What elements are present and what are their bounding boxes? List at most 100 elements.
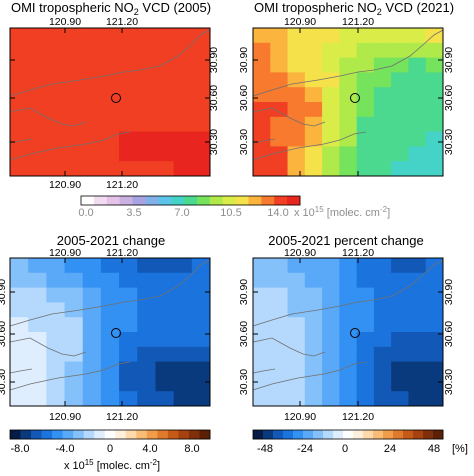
- grid-cell: [391, 317, 409, 333]
- grid-cell: [191, 102, 210, 118]
- lat-tick-left-2-p2: 30.60: [0, 321, 8, 347]
- grid-cell: [304, 287, 323, 303]
- grid-cell: [425, 42, 443, 58]
- grid-cell: [82, 28, 102, 44]
- grid-cell: [82, 361, 102, 377]
- grid-cell: [10, 116, 29, 132]
- grid-cell: [64, 258, 84, 274]
- grid-cell: [270, 272, 288, 288]
- grid-cell: [46, 346, 65, 362]
- grid-cell: [64, 161, 84, 176]
- grid-cell: [28, 72, 47, 88]
- grid-cell: [46, 87, 65, 103]
- grid-cell: [287, 391, 306, 406]
- grid-cell: [270, 102, 288, 118]
- grid-cell: [425, 302, 443, 318]
- grid-cell: [304, 332, 323, 348]
- grid-cell: [322, 332, 340, 348]
- grid-cell: [391, 272, 409, 288]
- grid-cell: [339, 161, 358, 176]
- grid-cell: [10, 161, 29, 176]
- grid-cell: [339, 376, 358, 392]
- grid-cell: [339, 28, 358, 44]
- grid-cell: [82, 272, 102, 288]
- grid-cell: [173, 317, 193, 333]
- grid-cell: [373, 161, 392, 176]
- grid-cell: [100, 302, 120, 318]
- grid-cell: [173, 102, 193, 118]
- grid-cell: [10, 28, 29, 44]
- colorbar-swatch: [52, 430, 64, 440]
- grid-cell: [322, 317, 340, 333]
- grid-cell: [304, 346, 323, 362]
- colorbar-no2-tick-3: 7.0: [174, 207, 189, 219]
- grid-cell: [46, 332, 65, 348]
- grid-cell: [100, 332, 120, 348]
- grid-cell: [425, 161, 443, 176]
- grid-cell: [100, 161, 120, 176]
- colorbar-swatch: [83, 430, 95, 440]
- grid-cell: [356, 116, 375, 132]
- grid-cell: [119, 116, 138, 132]
- colorbar-no2: 0.0 3.5 7.0 10.5 14.0 x 1015 [molec. cm-…: [78, 195, 390, 219]
- grid-cell: [253, 146, 271, 162]
- colorbar-percent-tick-1: -48: [257, 443, 273, 455]
- grid-cell: [191, 346, 210, 362]
- grid-cell: [373, 87, 392, 103]
- grid-cell: [322, 146, 340, 162]
- colorbar-swatch: [73, 430, 85, 440]
- grid-cell: [391, 258, 409, 274]
- grid-cell: [119, 361, 138, 377]
- grid-cell: [155, 131, 175, 147]
- grid-cell: [10, 87, 29, 103]
- grid-cell: [119, 131, 138, 147]
- grid-cell: [356, 376, 375, 392]
- grid-cell: [322, 302, 340, 318]
- colorbar-swatch: [31, 430, 42, 440]
- grid-cell: [64, 361, 84, 377]
- grid-cell: [173, 87, 193, 103]
- grid-cell: [304, 391, 323, 406]
- grid-cell: [253, 102, 271, 118]
- grid-cell: [408, 87, 427, 103]
- lat-tick-left-1-p3: 30.90: [238, 279, 250, 305]
- colorbar-swatch: [94, 430, 106, 440]
- colorbar-change-tick-4: 4.0: [142, 443, 157, 455]
- grid-cell: [270, 302, 288, 318]
- grid-cell: [155, 87, 175, 103]
- grid-cell: [64, 72, 84, 88]
- grid-cell: [253, 131, 271, 147]
- colorbar-swatch: [423, 430, 434, 440]
- grid-cell: [155, 102, 175, 118]
- grid-cell: [287, 361, 306, 377]
- grid-cell: [253, 161, 271, 176]
- grid-cell: [304, 258, 323, 274]
- grid-cell: [173, 391, 193, 406]
- map-ticks-p2: [10, 258, 210, 406]
- grid-cell: [253, 332, 271, 348]
- grid-cell: [373, 317, 392, 333]
- grid-cell: [119, 272, 138, 288]
- grid-cell: [356, 317, 375, 333]
- grid-cell: [64, 28, 84, 44]
- lat-tick-right-1-p0: 30.90: [208, 47, 220, 73]
- grid-cell: [322, 391, 340, 406]
- colorbar-swatch: [10, 430, 21, 440]
- grid-cell: [137, 332, 156, 348]
- grid-cell: [173, 42, 193, 58]
- grid-cell: [191, 272, 210, 288]
- lon-tick-top-2-p1: 121.20: [342, 16, 374, 28]
- change-grid: [10, 258, 210, 406]
- grid-cell: [82, 332, 102, 348]
- colorbar-swatch: [283, 430, 294, 440]
- panel-title-no2-2021: OMI tropospheric NO2 VCD (2021): [254, 0, 454, 17]
- grid-cell: [137, 346, 156, 362]
- grid-cell: [100, 346, 120, 362]
- map-panel-percent-change: 2005-2021 percent change 120.90 121.20 3…: [238, 233, 455, 423]
- grid-cell: [408, 102, 427, 118]
- grid-cell: [137, 102, 156, 118]
- grid-cell: [155, 346, 175, 362]
- grid-cell: [253, 87, 271, 103]
- colorbar-swatch: [274, 196, 288, 206]
- colorbar-percent-unit: [%]: [452, 443, 468, 455]
